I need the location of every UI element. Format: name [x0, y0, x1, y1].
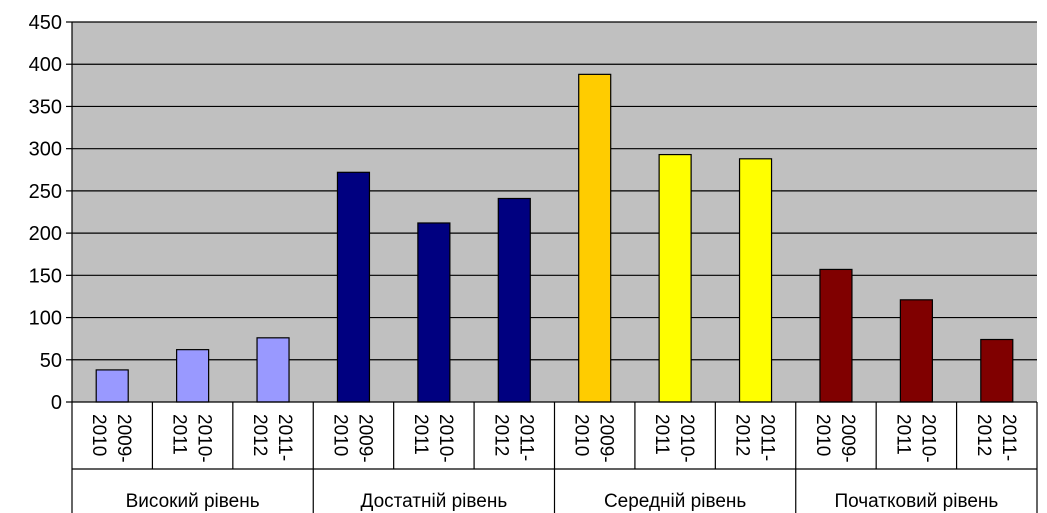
x-category-label: 2010-2011	[651, 414, 697, 463]
bar	[176, 349, 210, 403]
bar	[95, 369, 129, 403]
bar	[899, 299, 933, 403]
x-category-label: 2009-2010	[329, 414, 375, 463]
y-tick-label: 400	[29, 54, 62, 76]
x-category-label: 2009-2010	[812, 414, 858, 463]
y-tick-label: 100	[29, 308, 62, 330]
bar	[658, 153, 692, 403]
x-group-label: Середній рівень	[604, 491, 746, 512]
x-category-label: 2011-2012	[490, 414, 536, 461]
bar	[980, 338, 1014, 403]
y-tick-label: 250	[29, 181, 62, 203]
x-category-label: 2011-2012	[732, 414, 778, 461]
x-category-labels: 2009-2010 2010-2011 2011-2012 2009-2010 2010…	[88, 414, 1019, 463]
x-category-label: 2011-2012	[973, 414, 1019, 461]
bar	[256, 337, 290, 403]
x-category-label: 2010-2011	[169, 414, 215, 463]
bar	[738, 158, 773, 403]
y-tick-labels: 0 50 100 150 200 250 300 350 400 450	[29, 12, 62, 414]
y-tick-label: 200	[29, 223, 62, 245]
gridlines	[72, 21, 1037, 361]
bar	[336, 171, 371, 403]
y-tick-label: 450	[29, 12, 62, 34]
x-category-label: 2010-2011	[410, 414, 456, 463]
y-tick-label: 350	[29, 96, 62, 118]
y-tick-label: 50	[40, 350, 62, 372]
y-tick-label: 150	[29, 265, 62, 287]
x-category-label: 2009-2010	[88, 414, 134, 463]
x-group-label: Високий рівень	[126, 491, 260, 512]
bars	[95, 73, 1014, 403]
bar	[819, 268, 853, 403]
bar	[497, 197, 531, 403]
x-group-label: Достатній рівень	[361, 491, 508, 512]
x-category-label: 2010-2011	[892, 414, 938, 463]
y-tick-label: 300	[29, 139, 62, 161]
axes	[66, 21, 1038, 513]
plot-area	[72, 22, 1037, 402]
x-category-label: 2011-2012	[249, 414, 295, 461]
y-tick-label: 0	[51, 392, 62, 414]
x-group-label: Початковий рівень	[834, 491, 998, 512]
bar	[417, 222, 451, 403]
x-group-labels: Високий рівень Достатній рівень Середній р…	[126, 491, 999, 512]
x-category-label: 2009-2010	[571, 414, 617, 463]
bar	[578, 73, 612, 403]
